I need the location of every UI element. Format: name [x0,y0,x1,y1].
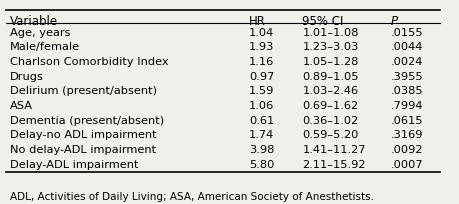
Text: .3169: .3169 [390,130,422,140]
Text: 2.11–15.92: 2.11–15.92 [302,159,365,169]
Text: 5.80: 5.80 [249,159,274,169]
Text: Delay-ADL impairment: Delay-ADL impairment [10,159,139,169]
Text: 1.16: 1.16 [249,57,274,67]
Text: .7994: .7994 [390,101,422,111]
Text: 1.05–1.28: 1.05–1.28 [302,57,358,67]
Text: 1.23–3.03: 1.23–3.03 [302,42,358,52]
Text: Variable: Variable [10,15,58,28]
Text: .0615: .0615 [390,115,422,125]
Text: 0.69–1.62: 0.69–1.62 [302,101,358,111]
Text: .3955: .3955 [390,71,423,81]
Text: 95% CI: 95% CI [302,15,343,28]
Text: HR: HR [249,15,266,28]
Text: Age, years: Age, years [10,27,71,37]
Text: .0024: .0024 [390,57,422,67]
Text: 0.61: 0.61 [249,115,274,125]
Text: Dementia (present/absent): Dementia (present/absent) [10,115,164,125]
Text: .0007: .0007 [390,159,423,169]
Text: P: P [390,15,397,28]
Text: 0.89–1.05: 0.89–1.05 [302,71,358,81]
Text: ASA: ASA [10,101,33,111]
Text: 1.04: 1.04 [249,27,274,37]
Text: ADL, Activities of Daily Living; ASA, American Society of Anesthetists.: ADL, Activities of Daily Living; ASA, Am… [10,191,374,201]
Text: 1.01–1.08: 1.01–1.08 [302,27,358,37]
Text: 1.74: 1.74 [249,130,274,140]
Text: .0092: .0092 [390,144,422,154]
Text: Male/female: Male/female [10,42,80,52]
Text: Delirium (present/absent): Delirium (present/absent) [10,86,157,96]
Text: No delay-ADL impairment: No delay-ADL impairment [10,144,156,154]
Text: 0.59–5.20: 0.59–5.20 [302,130,358,140]
Text: 1.41–11.27: 1.41–11.27 [302,144,365,154]
Text: .0155: .0155 [390,27,423,37]
Text: .0044: .0044 [390,42,422,52]
Text: 0.97: 0.97 [249,71,274,81]
Text: .0385: .0385 [390,86,423,96]
Text: 3.98: 3.98 [249,144,274,154]
Text: Charlson Comorbidity Index: Charlson Comorbidity Index [10,57,168,67]
Text: 1.06: 1.06 [249,101,274,111]
Text: Delay-no ADL impairment: Delay-no ADL impairment [10,130,157,140]
Text: Drugs: Drugs [10,71,44,81]
Text: 0.36–1.02: 0.36–1.02 [302,115,358,125]
Text: 1.03–2.46: 1.03–2.46 [302,86,358,96]
Text: 1.93: 1.93 [249,42,274,52]
Text: 1.59: 1.59 [249,86,274,96]
